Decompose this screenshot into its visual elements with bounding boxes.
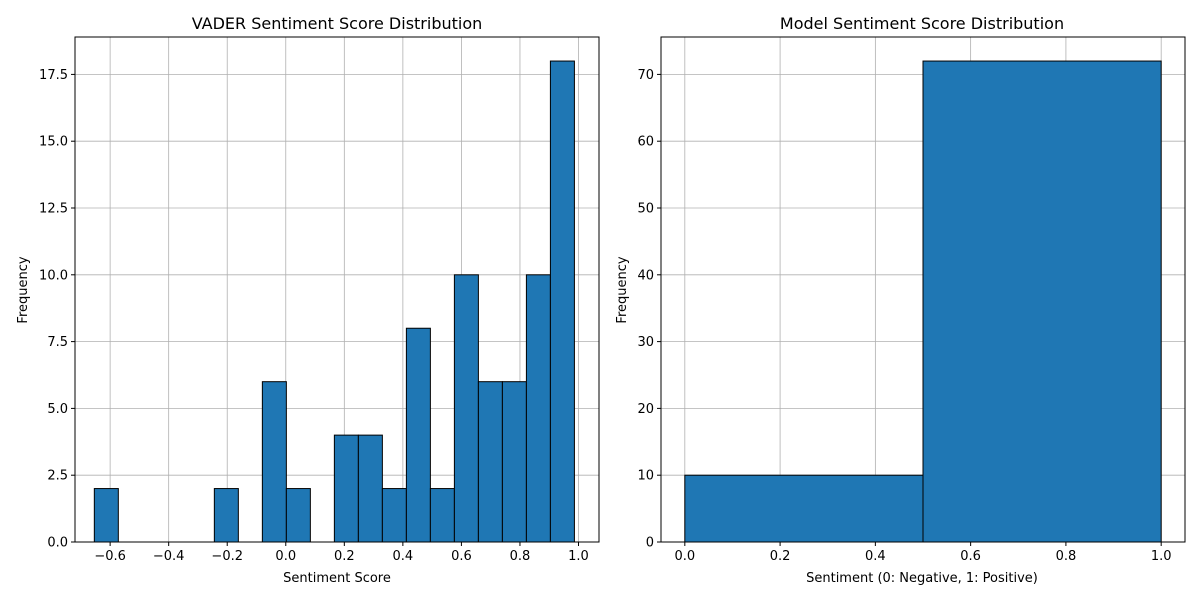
y-tick-label: 0 — [646, 536, 654, 551]
y-tick-label: 12.5 — [39, 202, 68, 217]
axes: 0.0 0.2 0.4 0.6 0.8 1.0 0 10 20 30 40 50 60 70 — [637, 36, 1186, 564]
x-tick-label: 1.0 — [568, 549, 589, 564]
y-tick-label: 5.0 — [47, 402, 68, 417]
y-tick-label: 20 — [637, 402, 654, 417]
y-tick-label: 10 — [637, 469, 654, 484]
y-axis-label: Frequency — [615, 256, 630, 323]
histogram-bar — [549, 60, 575, 543]
y-tick-label: 0.0 — [47, 536, 68, 551]
x-tick-label: −0.4 — [153, 549, 185, 564]
histogram-bar — [501, 381, 527, 543]
x-tick-label: 0.0 — [275, 549, 296, 564]
y-axis-label: Frequency — [16, 256, 31, 323]
histogram-bar — [429, 488, 455, 543]
histogram-bar — [405, 327, 431, 543]
x-tick-label: 0.0 — [674, 549, 695, 564]
grid — [75, 37, 599, 543]
histogram-bar — [922, 60, 1162, 543]
x-axis-label: Sentiment (0: Negative, 1: Positive) — [806, 571, 1038, 586]
histogram-bar — [93, 488, 119, 543]
histogram-bar — [477, 381, 503, 543]
axes-frame — [660, 36, 1186, 543]
x-tick-label: 0.2 — [770, 549, 791, 564]
y-tick-label: 30 — [637, 335, 654, 350]
y-tick-label: 70 — [637, 68, 654, 83]
y-tick-label: 10.0 — [39, 268, 68, 283]
histogram-bar — [381, 488, 407, 543]
chart-title: VADER Sentiment Score Distribution — [192, 14, 483, 33]
x-axis-label: Sentiment Score — [283, 571, 391, 586]
histogram-bar — [213, 488, 239, 543]
x-tick-label: 0.2 — [334, 549, 355, 564]
histogram-bar — [333, 434, 359, 543]
x-tick-label: 0.4 — [393, 549, 414, 564]
x-tick-label: 0.8 — [1056, 549, 1077, 564]
x-tick-label: −0.6 — [94, 549, 126, 564]
histogram-bar — [261, 381, 287, 543]
model-histogram-panel: Model Sentiment Score Distribution Senti… — [615, 14, 1186, 586]
y-tick-label: 60 — [637, 135, 654, 150]
histogram-bar — [357, 434, 383, 543]
axes: −0.6 −0.4 −0.2 0.0 0.2 0.4 0.6 0.8 1.0 0.0 2.5 5.0 7… — [39, 36, 600, 564]
y-tick-label: 17.5 — [39, 68, 68, 83]
y-tick-label: 2.5 — [47, 469, 68, 484]
x-tick-label: 0.6 — [451, 549, 472, 564]
x-tick-label: 0.8 — [510, 549, 531, 564]
x-tick-label: 1.0 — [1151, 549, 1172, 564]
bars — [93, 60, 575, 543]
chart-title: Model Sentiment Score Distribution — [780, 14, 1064, 33]
y-tick-label: 15.0 — [39, 135, 68, 150]
histogram-bar — [453, 274, 479, 543]
y-tick-label: 40 — [637, 268, 654, 283]
x-tick-label: −0.2 — [211, 549, 243, 564]
x-tick-label: 0.4 — [865, 549, 886, 564]
histogram-bar — [684, 474, 924, 543]
y-tick-label: 7.5 — [47, 335, 68, 350]
histogram-bar — [285, 488, 311, 543]
bars — [684, 60, 1162, 543]
y-tick-label: 50 — [637, 202, 654, 217]
vader-histogram-panel: VADER Sentiment Score Distribution Senti… — [16, 14, 600, 586]
x-tick-label: 0.6 — [960, 549, 981, 564]
histogram-bar — [525, 274, 551, 543]
axes-frame — [74, 36, 600, 543]
